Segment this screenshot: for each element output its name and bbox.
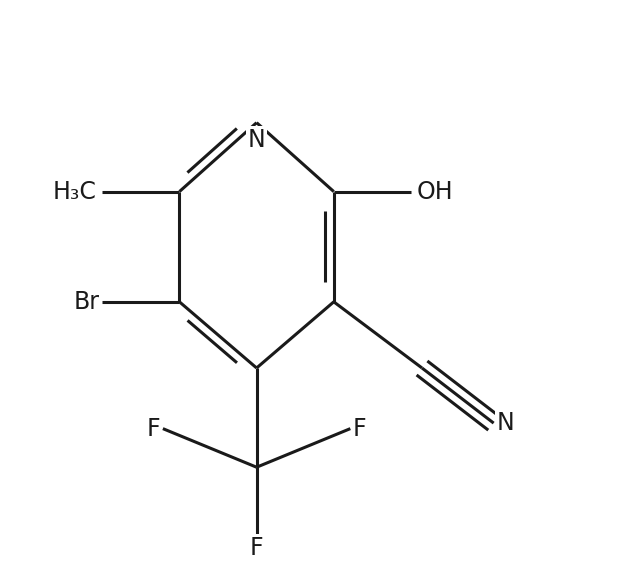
Text: N: N	[497, 411, 514, 435]
Text: H₃C: H₃C	[53, 180, 97, 203]
Text: F: F	[250, 536, 264, 560]
Text: H: H	[79, 180, 97, 203]
Text: N: N	[248, 128, 266, 152]
Text: Br: Br	[74, 290, 99, 314]
Text: F: F	[353, 416, 367, 441]
Text: OH: OH	[417, 180, 453, 203]
Text: F: F	[147, 416, 160, 441]
